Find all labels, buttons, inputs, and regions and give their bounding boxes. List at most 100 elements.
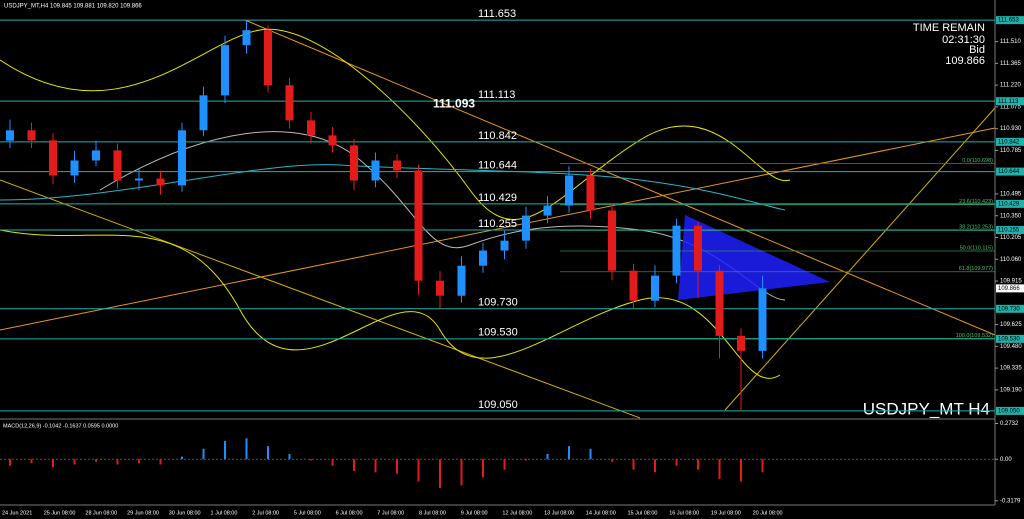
level-axis-label: 109.730 [998,306,1020,312]
candle-body [285,85,294,121]
candle-body [221,45,229,96]
macd-bar [267,446,269,460]
macd-bar [546,454,549,460]
level-axis-label: 109.050 [998,408,1020,414]
macd-label: MACD(12,26,9) -0.1042 -0.1637 0.0595 0.0… [3,423,118,429]
macd-bar [245,438,248,460]
fib-label: 50.0(110.115) [960,245,994,251]
timer-time: 02:31:30 [942,34,985,46]
candle-body [328,135,337,146]
fib-label: 23.6(110.423) [959,199,993,205]
candle-body [500,240,509,251]
candle-body [522,215,530,241]
x-tick-label: 30 Jun 08:00 [169,510,201,516]
x-tick-label: 1 Jul 08:00 [211,510,238,516]
candle-body [694,225,702,271]
level-label: 110.255 [478,218,517,230]
candle-body [242,30,251,46]
x-tick-label: 12 Jul 08:00 [502,510,532,516]
annotation: 111.093 [433,96,475,110]
candle-body [178,130,186,186]
candle-body [307,120,315,136]
x-tick-label: 20 Jul 08:00 [753,510,783,516]
x-tick-label: 5 Jul 08:00 [294,510,321,516]
fib-label: 61.8(109.977) [959,266,993,272]
macd-bar [159,459,162,465]
macd-bar [482,459,484,478]
macd-bar [396,459,398,474]
level-axis-box [996,97,1024,106]
candle-body [565,175,573,206]
candle-body [113,150,122,181]
level-label: 109.050 [478,399,518,411]
y-tick-label: 111.220 [1000,83,1021,89]
x-tick-label: 29 Jun 08:00 [127,510,159,516]
level-axis-box [996,304,1024,313]
level-axis-box [996,137,1024,146]
level-axis-label: 110.842 [998,139,1020,145]
y-tick-label: 110.785 [1000,148,1022,154]
chart-title: USDJPY_MT,H4 109.845 109.881 109.820 109… [4,4,142,10]
x-tick-label: 16 Jul 08:00 [669,510,699,516]
macd-bar [761,459,764,473]
level-label: 110.644 [478,159,517,171]
candle-body [27,130,36,141]
macd-bar [632,459,635,470]
y-tick-label: 111.510 [1000,39,1021,45]
y-tick-label: 109.190 [1000,387,1022,393]
macd-bar [697,459,699,470]
candle-body [350,145,358,181]
macd-bar [525,459,527,461]
macd-bar [310,459,312,461]
candle-body [479,250,487,266]
candle-body [49,140,57,176]
macd-bar [138,459,140,464]
level-label: 109.730 [478,297,518,309]
macd-bar [503,459,506,470]
candle-body [6,130,14,141]
candle-body [715,270,724,336]
macd-tick-label: -0.3179 [1000,498,1021,504]
bid-value: 109.866 [945,55,985,67]
macd-bar [116,459,119,465]
macd-tick-label: 0.2732 [1000,421,1019,427]
candle-body [457,265,466,296]
candle-body [543,205,552,216]
candle-body [436,280,444,296]
candle-body [371,160,380,181]
y-tick-label: 109.625 [1000,322,1022,328]
macd-tick-label: 0.00 [1000,457,1012,463]
macd-bar [331,459,334,466]
y-tick-label: 110.060 [1000,257,1022,263]
macd-bar [374,459,377,473]
macd-bar [224,440,226,460]
level-label: 111.113 [478,89,515,101]
candle-body [758,288,767,351]
macd-bar [718,459,721,479]
x-tick-label: 8 Jul 08:00 [419,510,446,516]
level-label: 109.530 [478,327,518,339]
x-tick-label: 6 Jul 08:00 [336,510,363,516]
candle-body [629,270,638,301]
macd-bar [611,459,613,462]
current-price-label: 109.866 [998,286,1020,292]
y-tick-label: 110.205 [1000,235,1022,241]
macd-bar [73,459,76,465]
level-axis-box [996,167,1024,176]
macd-bar [95,459,97,462]
fib-label: 38.2(110.253) [959,225,993,231]
level-axis-label: 110.429 [998,201,1020,207]
x-tick-label: 19 Jul 08:00 [711,510,741,516]
x-tick-label: 25 Jun 08:00 [44,510,76,516]
level-axis-label: 110.255 [998,228,1020,234]
y-tick-label: 109.915 [1000,279,1022,285]
candle-body [199,95,208,131]
x-tick-label: 7 Jul 08:00 [377,510,404,516]
x-tick-label: 24 Jun 2021 [2,510,32,516]
current-price-box [996,284,1024,293]
watermark: USDJPY_MT H4 [863,399,990,418]
candle-body [92,150,100,161]
macd-bar [740,459,742,482]
